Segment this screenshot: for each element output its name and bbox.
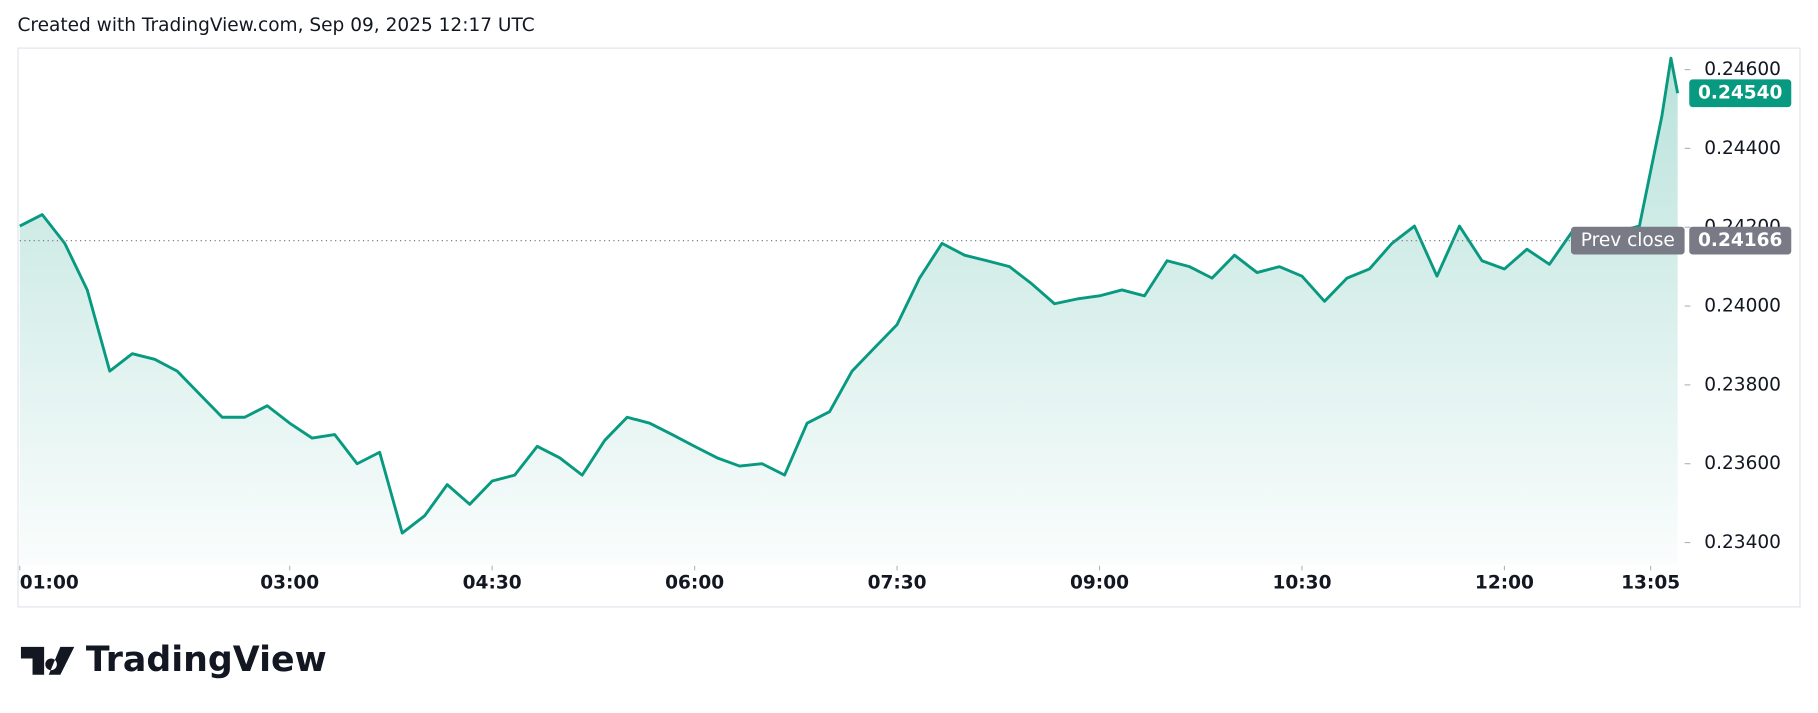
x-tick-label: 09:00: [1070, 573, 1129, 594]
last-price-label: 0.24540: [1698, 83, 1782, 104]
prev-close-label: Prev close: [1581, 230, 1675, 251]
x-tick-label: 06:00: [665, 573, 724, 594]
area-fill: [19, 58, 1678, 565]
prev-close-value-box: [1689, 226, 1792, 255]
y-tick-label: 0.23400: [1704, 532, 1781, 553]
last-price-box: [1689, 79, 1792, 108]
x-tick-label: 07:30: [868, 573, 927, 594]
prev-close-value: 0.24166: [1698, 230, 1782, 251]
y-tick-label: 0.24400: [1704, 138, 1781, 159]
y-tick-label: 0.24000: [1704, 296, 1781, 317]
price-line: [19, 56, 1680, 535]
y-tick-label: 0.24600: [1704, 59, 1781, 80]
x-tick-label: 03:00: [260, 573, 319, 594]
chart-frame: [17, 47, 1801, 608]
chart-title: Created with TradingView.com, Sep 09, 20…: [17, 15, 534, 36]
y-tick-label: 0.23800: [1704, 374, 1781, 395]
brand-name: TradingView: [86, 640, 327, 680]
x-tick-label: 12:00: [1475, 573, 1534, 594]
x-tick-label: 10:30: [1272, 573, 1331, 594]
brand-logo: TradingView: [20, 640, 327, 680]
x-tick-label: 13:05: [1621, 573, 1680, 594]
logo-icon: [20, 646, 75, 675]
y-tick-label: 0.23600: [1704, 453, 1781, 474]
x-tick-label: 04:30: [463, 573, 522, 594]
prev-close-tag: [1570, 226, 1685, 255]
x-tick-label: 01:00: [20, 573, 79, 594]
